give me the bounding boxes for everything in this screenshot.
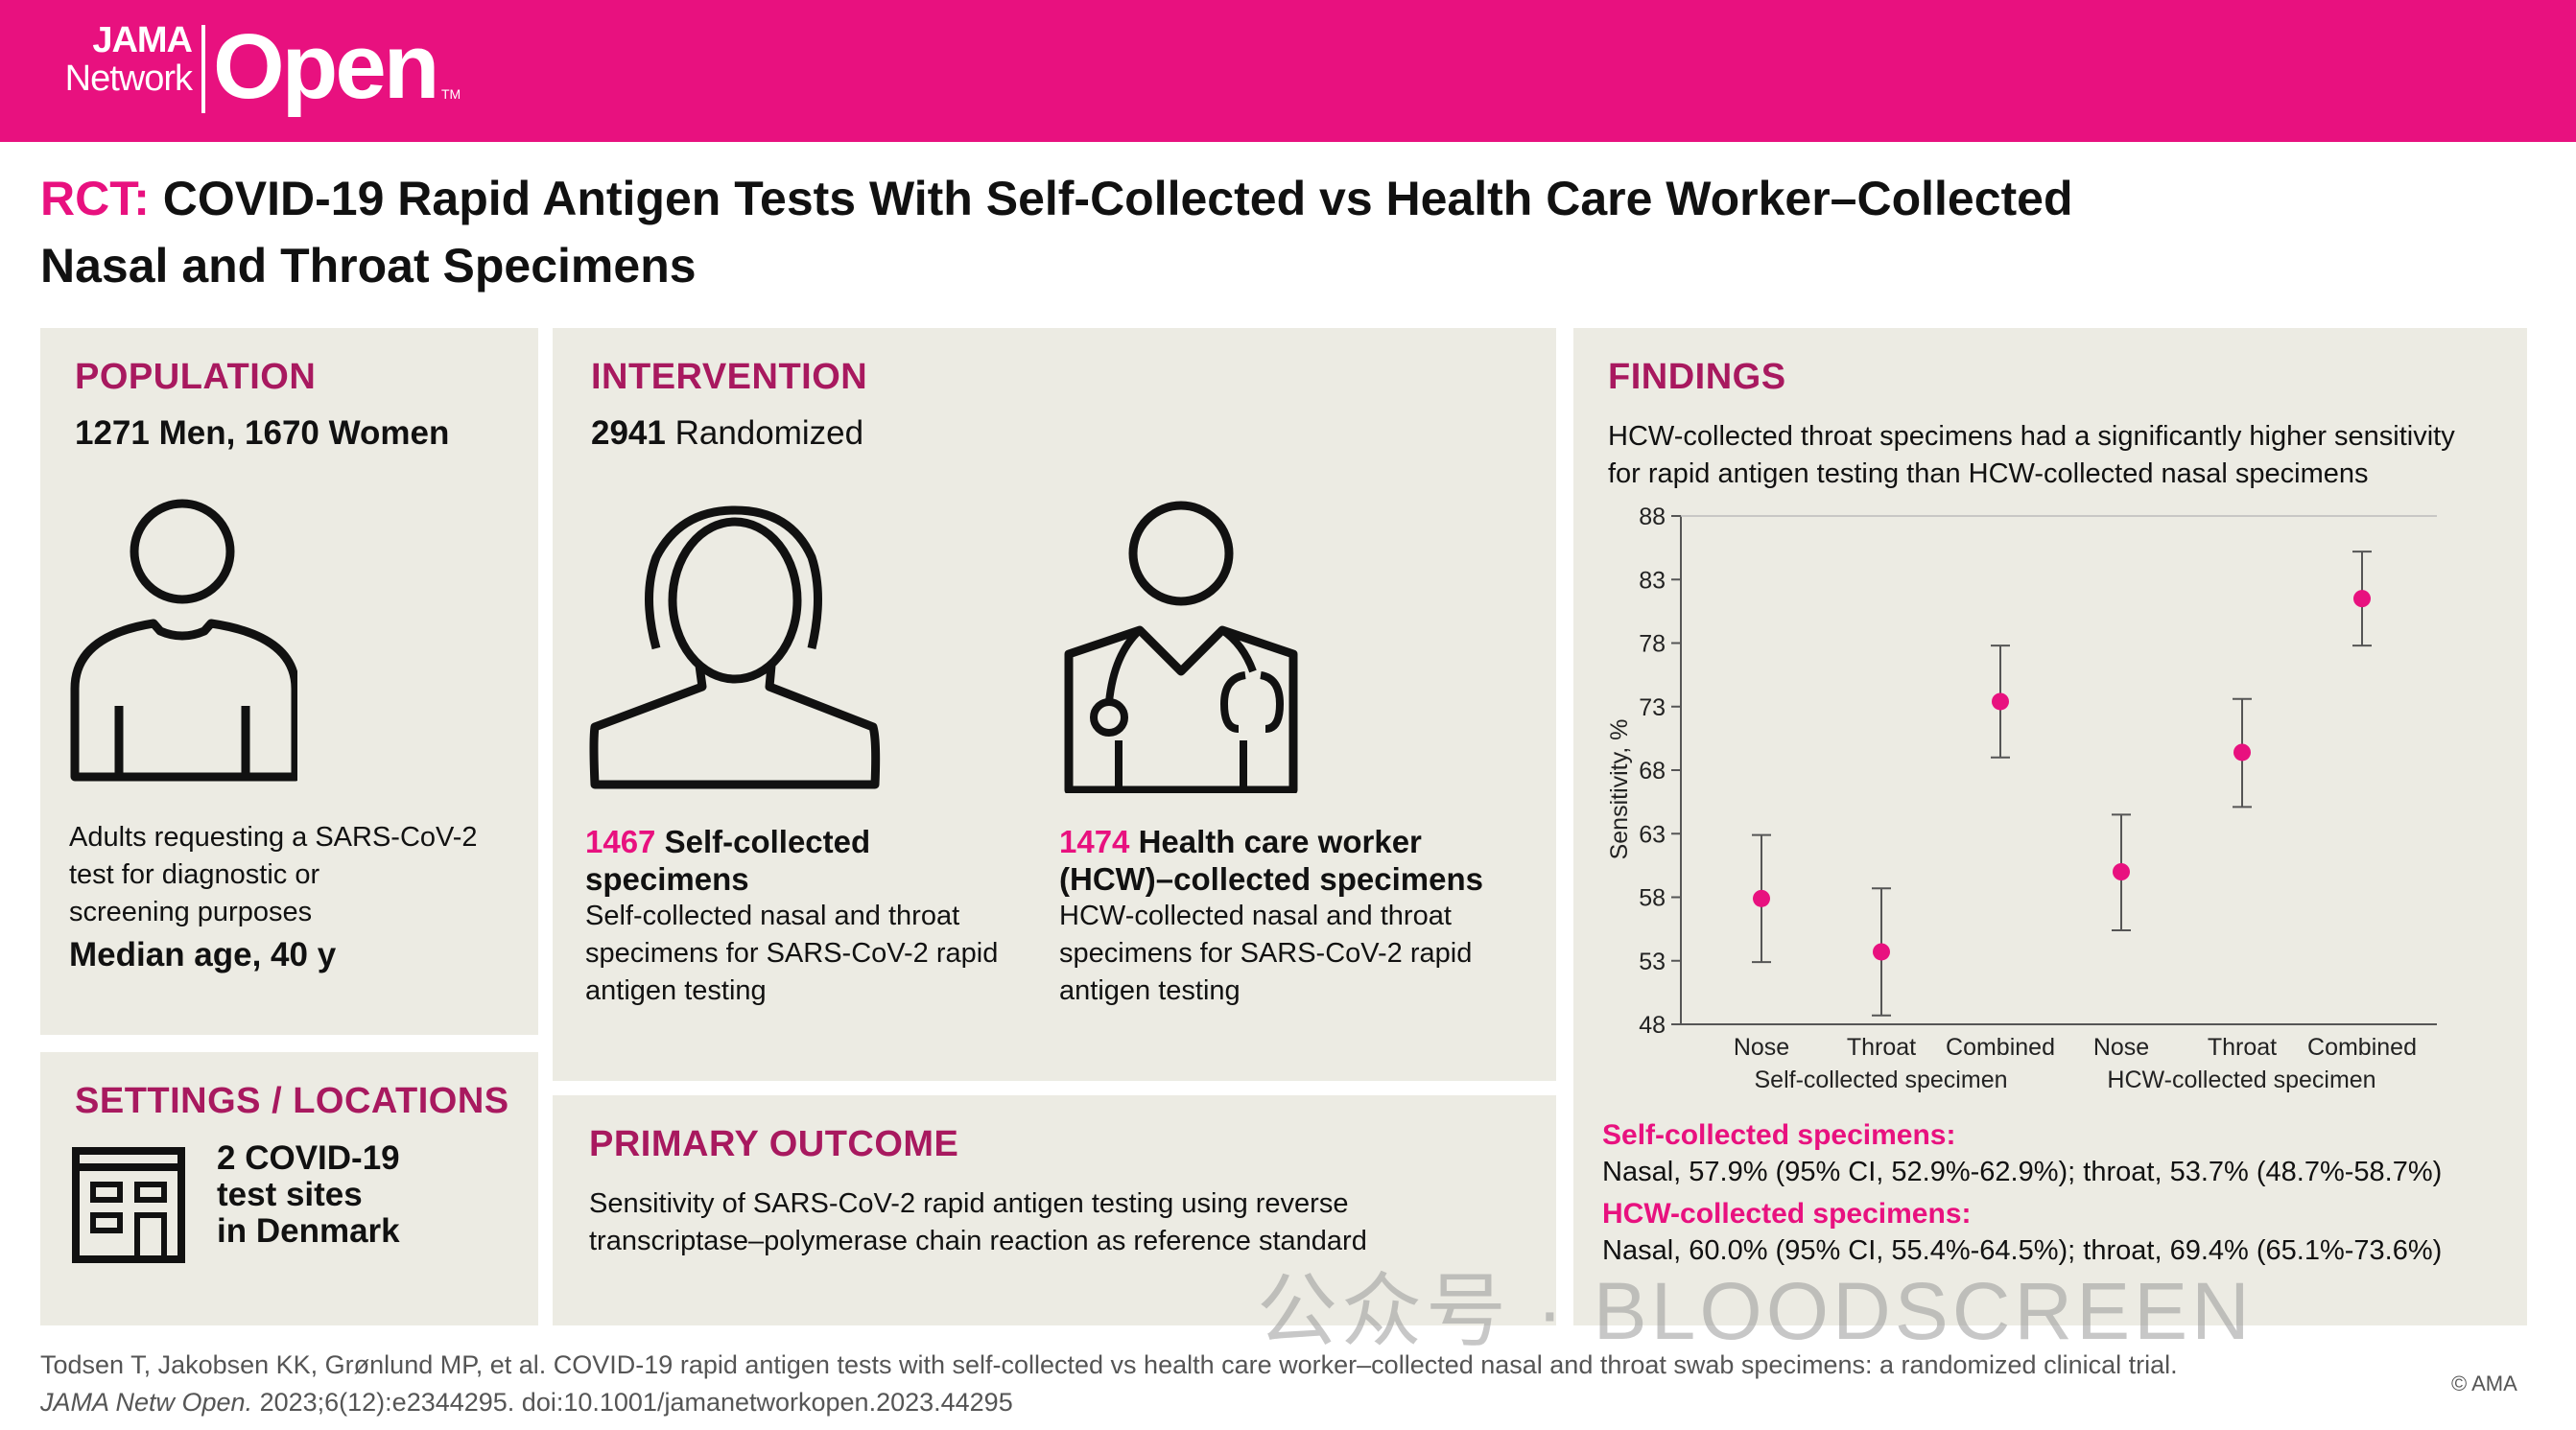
hcw-arm-count: 1474 — [1059, 824, 1130, 859]
logo-divider — [201, 25, 205, 113]
x-tick-label: Throat — [1847, 1034, 1916, 1061]
title-prefix: RCT: — [40, 172, 150, 225]
findings-panel: FINDINGS HCW-collected throat specimens … — [1573, 328, 2527, 1325]
findings-results: Self-collected specimens: Nasal, 57.9% (… — [1602, 1116, 2442, 1270]
copyright: © AMA — [2451, 1371, 2517, 1395]
population-desc-line: screening purposes — [69, 897, 313, 927]
brand-banner: JAMA Network Open TM — [0, 0, 2576, 142]
hcw-arm-desc: HCW-collected nasal and throat — [1059, 901, 1452, 931]
primary-outcome-heading: PRIMARY OUTCOME — [589, 1124, 959, 1164]
data-point — [2353, 590, 2371, 608]
hcw-arm-title-2: (HCW)–collected specimens — [1059, 861, 1483, 897]
findings-summary: HCW-collected throat specimens had a sig… — [1608, 418, 2455, 493]
watermark-text: 公众号 · BLOODSCREEN — [1257, 1266, 2254, 1356]
findings-heading: FINDINGS — [1608, 357, 1786, 397]
y-tick-label: 88 — [1639, 504, 1666, 530]
intervention-heading: INTERVENTION — [591, 357, 868, 397]
settings-line: 2 COVID-19 — [217, 1139, 400, 1177]
findings-summary-line: HCW-collected throat specimens had a sig… — [1608, 421, 2455, 452]
data-point — [2113, 863, 2130, 880]
building-icon — [72, 1147, 185, 1263]
primary-outcome-description: Sensitivity of SARS-CoV-2 rapid antigen … — [589, 1185, 1367, 1260]
citation-journal: JAMA Netw Open. — [40, 1388, 253, 1417]
self-arm-title: 1467 Self-collected — [585, 823, 1027, 860]
data-point — [1873, 943, 1890, 961]
y-tick-label: 68 — [1639, 758, 1666, 785]
randomized-number: 2941 — [591, 414, 666, 452]
settings-text: 2 COVID-19 test sites in Denmark — [217, 1140, 400, 1250]
data-point — [1992, 692, 2009, 711]
group-label-hcw: HCW-collected specimen — [2107, 1067, 2375, 1093]
settings-panel: SETTINGS / LOCATIONS 2 COVID-19 test sit… — [40, 1052, 538, 1325]
findings-summary-line: for rapid antigen testing than HCW-colle… — [1608, 458, 2369, 489]
population-description: Adults requesting a SARS-CoV-2 test for … — [69, 819, 478, 931]
y-tick-label: 48 — [1639, 1012, 1666, 1039]
hcw-arm-title-1: Health care worker — [1129, 824, 1422, 859]
randomized-count: 2941 Randomized — [591, 414, 863, 452]
self-collected-arm: 1467 Self-collected specimens Self-colle… — [585, 823, 1027, 1010]
settings-line: in Denmark — [217, 1212, 400, 1250]
randomized-label: Randomized — [665, 414, 864, 452]
x-tick-label: Throat — [2208, 1034, 2277, 1061]
group-label-self: Self-collected specimen — [1754, 1067, 2007, 1093]
y-tick-label: 53 — [1639, 949, 1666, 975]
population-median-age: Median age, 40 y — [69, 936, 337, 973]
y-tick-label: 58 — [1639, 885, 1666, 912]
citation-details: 2023;6(12):e2344295. doi:10.1001/jamanet… — [252, 1388, 1013, 1417]
outcome-desc-line: transcriptase–polymerase chain reaction … — [589, 1226, 1367, 1256]
settings-line: test sites — [217, 1176, 363, 1213]
x-tick-label: Combined — [1946, 1034, 2055, 1061]
title-line2: Nasal and Throat Specimens — [40, 239, 697, 293]
y-tick-label: 73 — [1639, 694, 1666, 721]
outcome-desc-line: Sensitivity of SARS-CoV-2 rapid antigen … — [589, 1188, 1349, 1219]
sensitivity-chart: 48 53 58 63 68 73 78 83 88 Sensitivity, % Nose Thro… — [1606, 504, 2437, 1093]
population-desc-line: test for diagnostic or — [69, 859, 320, 890]
logo-network: Network — [64, 59, 193, 99]
settings-heading: SETTINGS / LOCATIONS — [75, 1081, 509, 1121]
x-tick-label: Nose — [1734, 1034, 1789, 1061]
x-tick-label: Nose — [2093, 1034, 2149, 1061]
intervention-panel: INTERVENTION 2941 Randomized 1467 Self-c… — [553, 328, 1556, 1081]
hcw-arm-desc: specimens for SARS-CoV-2 rapid — [1059, 938, 1473, 969]
doctor-stethoscope-icon — [1064, 501, 1298, 793]
y-tick-label: 83 — [1639, 567, 1666, 594]
population-panel: POPULATION 1271 Men, 1670 Women Adults r… — [40, 328, 538, 1035]
y-tick-label: 63 — [1639, 821, 1666, 848]
citation-line1: Todsen T, Jakobsen KK, Grønlund MP, et a… — [40, 1350, 2178, 1379]
self-arm-count: 1467 — [585, 824, 656, 859]
self-arm-desc: specimens for SARS-CoV-2 rapid — [585, 938, 999, 969]
hcw-collected-arm: 1474 Health care worker (HCW)–collected … — [1059, 823, 1539, 1010]
self-results-label: Self-collected specimens: — [1602, 1119, 1956, 1151]
population-heading: POPULATION — [75, 357, 317, 397]
self-results-values: Nasal, 57.9% (95% CI, 52.9%-62.9%); thro… — [1602, 1157, 2443, 1187]
data-point — [1753, 889, 1770, 907]
data-point — [2233, 743, 2251, 762]
page-title: RCT: COVID-19 Rapid Antigen Tests With S… — [40, 165, 2151, 299]
self-arm-title-1: Self-collected — [655, 824, 871, 859]
citation-line2: JAMA Netw Open. 2023;6(12):e2344295. doi… — [40, 1384, 2178, 1421]
title-line1: COVID-19 Rapid Antigen Tests With Self-C… — [162, 172, 2073, 225]
logo-jama: JAMA — [92, 20, 193, 60]
y-tick-label: 78 — [1639, 631, 1666, 658]
person-icon — [589, 505, 881, 789]
primary-outcome-panel: PRIMARY OUTCOME Sensitivity of SARS-CoV-… — [553, 1095, 1556, 1325]
self-arm-desc: Self-collected nasal and throat — [585, 901, 960, 931]
logo-tm: TM — [441, 86, 461, 102]
hcw-arm-desc: antigen testing — [1059, 975, 1241, 1006]
population-counts: 1271 Men, 1670 Women — [75, 414, 450, 452]
population-desc-line: Adults requesting a SARS-CoV-2 — [69, 822, 478, 853]
self-arm-title-2: specimens — [585, 861, 749, 897]
y-axis-label: Sensitivity, % — [1606, 719, 1633, 860]
self-arm-desc: antigen testing — [585, 975, 767, 1006]
hcw-results-values: Nasal, 60.0% (95% CI, 55.4%-64.5%); thro… — [1602, 1235, 2443, 1266]
logo-open: Open — [213, 15, 439, 118]
citation: Todsen T, Jakobsen KK, Grønlund MP, et a… — [40, 1347, 2178, 1421]
hcw-arm-title: 1474 Health care worker — [1059, 823, 1539, 860]
hcw-results-label: HCW-collected specimens: — [1602, 1198, 1972, 1230]
x-tick-label: Combined — [2307, 1034, 2417, 1061]
person-icon — [70, 499, 297, 782]
